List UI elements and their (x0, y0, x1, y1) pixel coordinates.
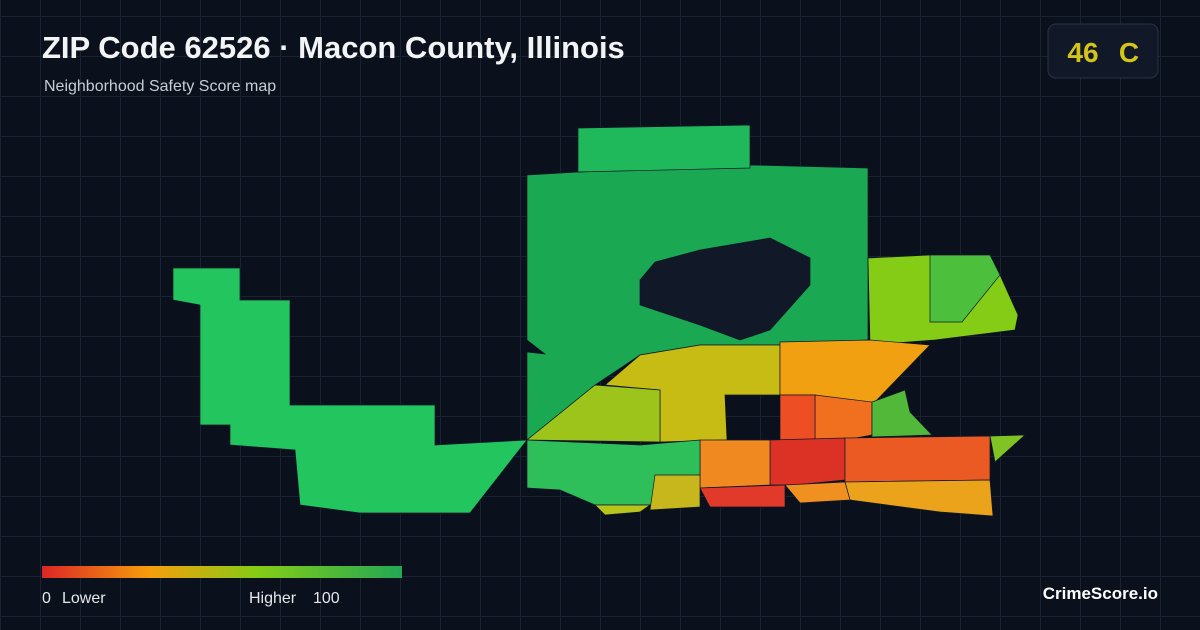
area (929, 254, 1001, 323)
area (814, 394, 873, 441)
zip-map (172, 124, 1026, 517)
title: ZIP Code 62526 · Macon County, Illinois (42, 30, 625, 65)
score-value: 46 (1067, 37, 1098, 68)
area (844, 479, 994, 517)
score-grade: C (1119, 37, 1139, 68)
area (989, 434, 1026, 463)
hole (639, 237, 811, 341)
area (844, 435, 991, 483)
area (871, 389, 933, 438)
area (649, 474, 701, 511)
brand: CrimeScore.io (1043, 584, 1158, 603)
legend-min: 0 (42, 590, 51, 607)
area (784, 481, 851, 504)
score-box (1047, 23, 1159, 79)
legend-max-label: Higher (249, 590, 297, 607)
area (172, 267, 528, 514)
area (577, 124, 751, 173)
area (769, 437, 846, 486)
legend-bar (42, 566, 402, 578)
area (594, 504, 652, 516)
area (526, 384, 661, 443)
area (604, 344, 781, 443)
area (699, 484, 786, 508)
area (779, 394, 816, 441)
legend-max: 100 (313, 590, 340, 607)
subtitle: Neighborhood Safety Score map (44, 78, 276, 95)
area (699, 439, 771, 489)
legend-min-label: Lower (62, 590, 106, 607)
